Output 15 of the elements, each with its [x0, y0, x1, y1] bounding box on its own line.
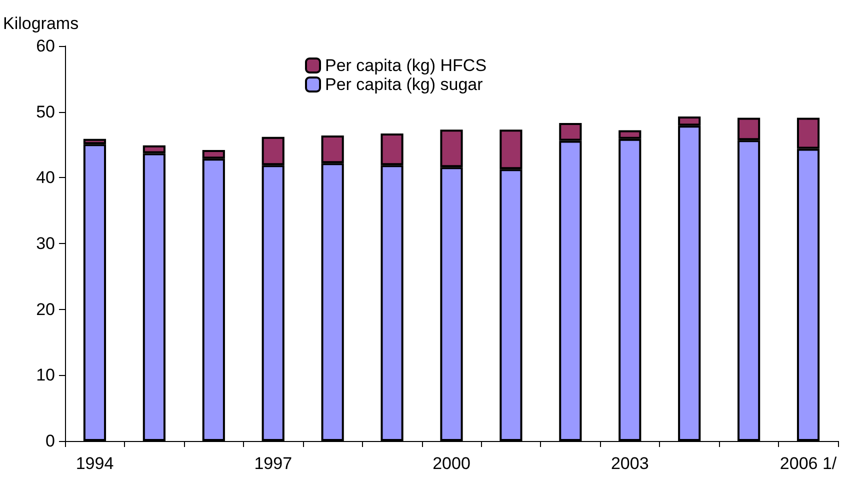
y-tick-label: 20 — [36, 300, 55, 319]
x-tick-label: 2000 — [432, 454, 470, 473]
y-tick-label: 10 — [36, 366, 55, 385]
y-tick-label: 60 — [36, 36, 55, 56]
legend-label: Per capita (kg) sugar — [325, 75, 484, 94]
x-tick-label: 1997 — [254, 454, 292, 473]
y-tick-label: 40 — [36, 168, 55, 188]
legend-label: Per capita (kg) HFCS — [325, 56, 487, 75]
y-tick-label: 0 — [46, 432, 55, 450]
x-tick-label: 1994 — [76, 454, 114, 473]
y-tick-label: 30 — [36, 234, 55, 253]
y-axis-title: Kilograms — [3, 14, 79, 33]
x-tick-label: 2006 1/ — [780, 454, 837, 473]
x-tick-label: 2003 — [610, 454, 649, 473]
y-tick-label: 50 — [36, 102, 55, 122]
